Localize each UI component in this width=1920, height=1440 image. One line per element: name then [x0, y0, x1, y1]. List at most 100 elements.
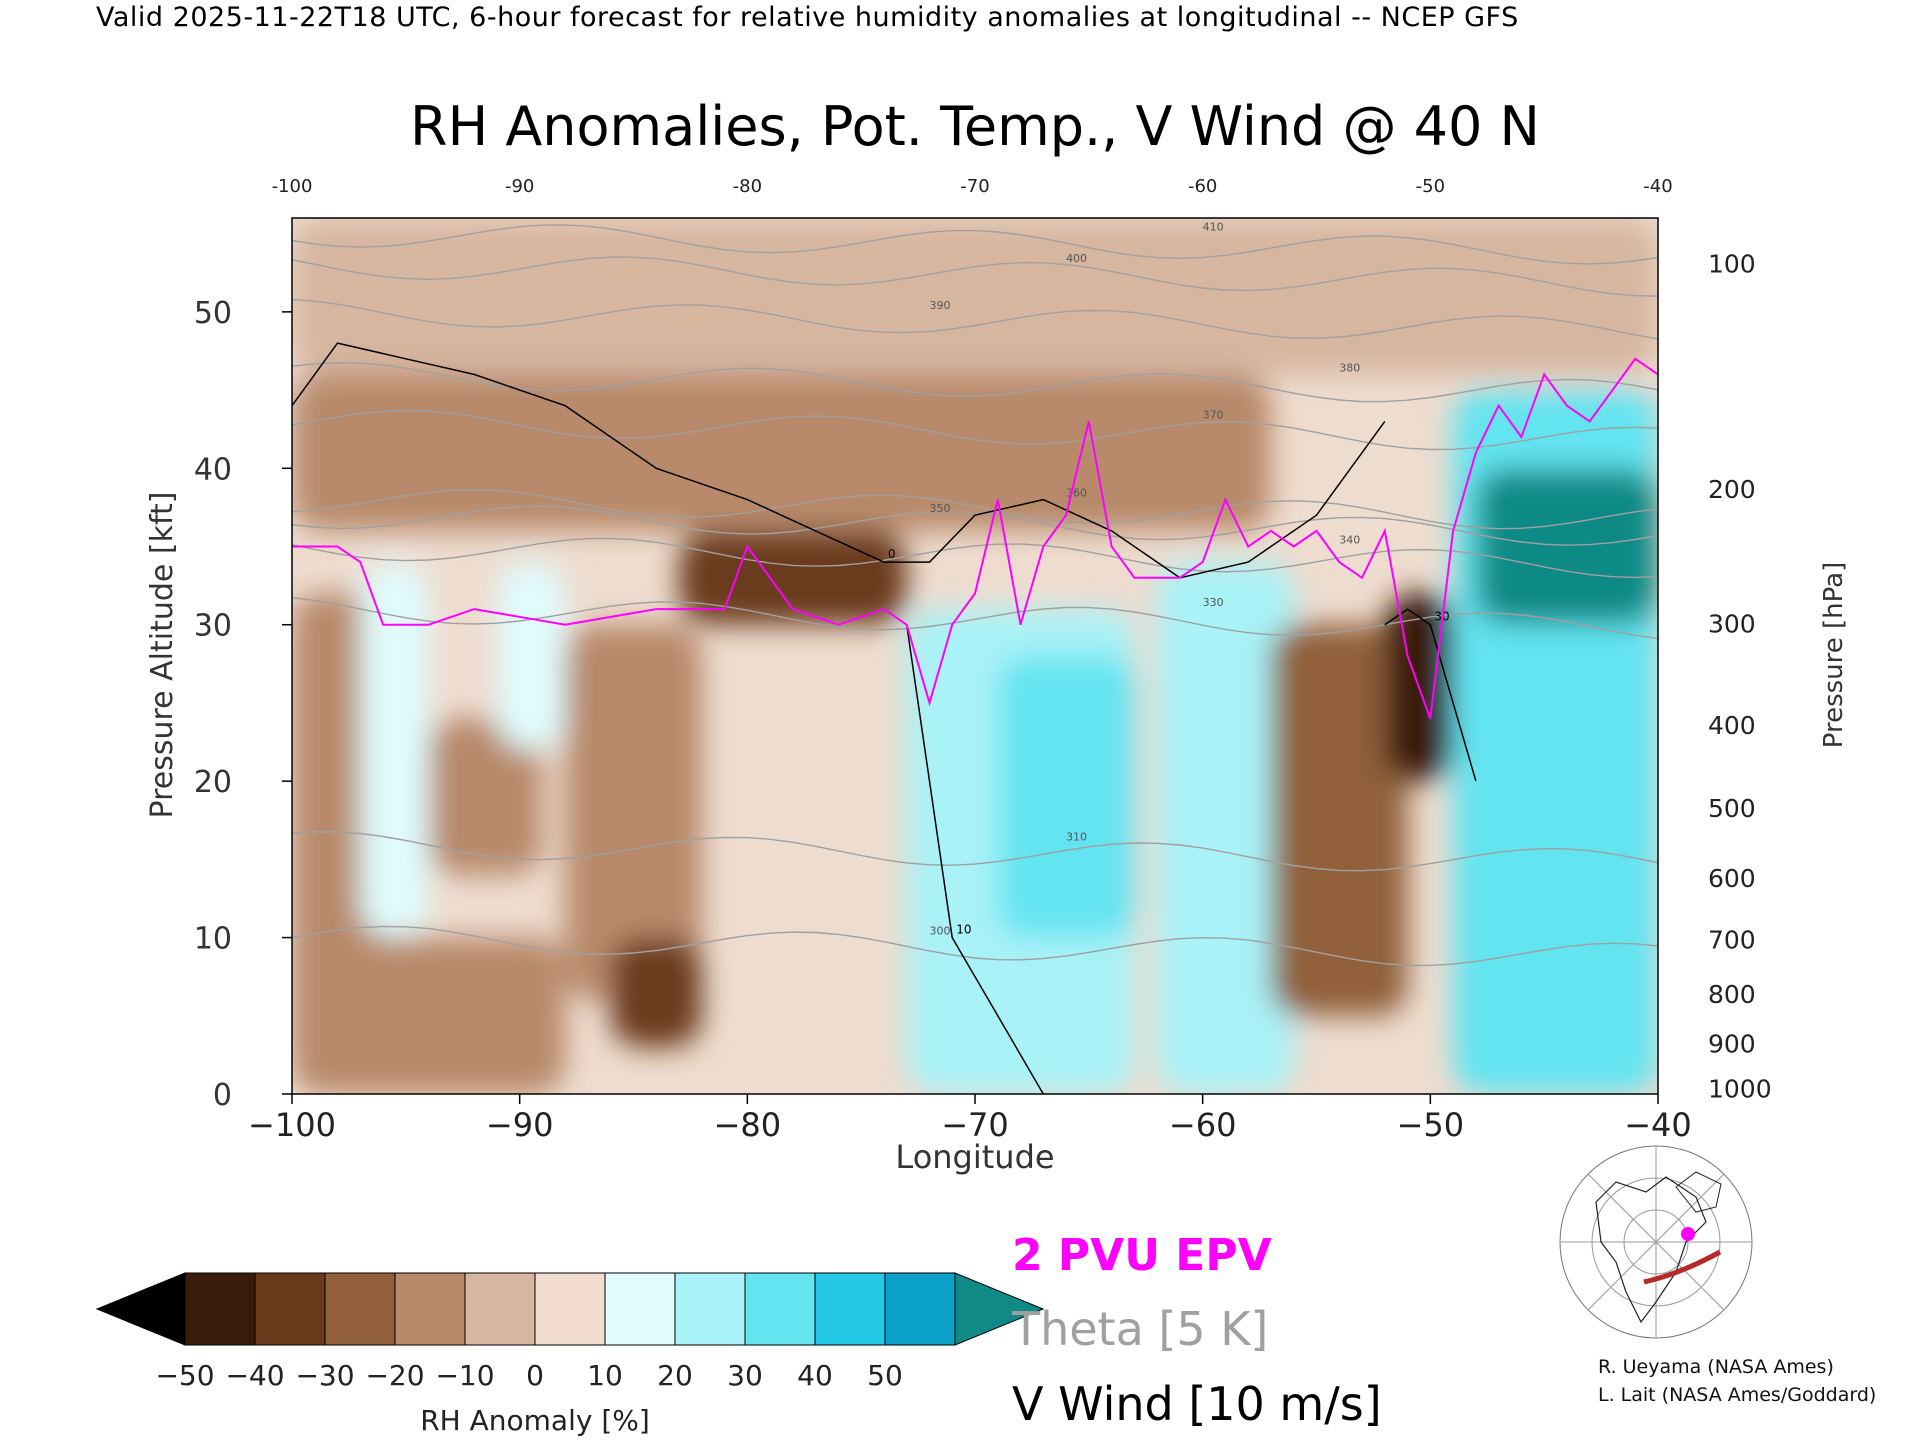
colorbar-over-arrow: [954, 1272, 1045, 1346]
top-x-tick-label: -40: [1643, 176, 1672, 197]
rh-anomaly-cell-2: [428, 718, 543, 875]
x-tick-label: −60: [1169, 1106, 1237, 1144]
colorbar-tick-label: 10: [587, 1359, 623, 1392]
colorbar-tick-label: −10: [435, 1359, 494, 1392]
colorbar-swatch: [184, 1272, 256, 1346]
rh-anomaly-cell-5: [610, 937, 702, 1048]
theta-contour-label: 340: [1339, 534, 1360, 547]
x-tick-label: −80: [714, 1106, 782, 1144]
colorbar-tick-label: 30: [727, 1359, 763, 1392]
theta-contour-label: 360: [1066, 487, 1087, 500]
theta-contour-340: [292, 537, 1658, 579]
theta-contour-360: [292, 488, 1658, 530]
pressure-tick-label: 100: [1708, 250, 1756, 279]
pressure-tick-label: 700: [1708, 925, 1756, 954]
rh-anomaly-cell-16: [292, 374, 1271, 531]
colorbar-swatch: [534, 1272, 606, 1346]
pressure-tick-label: 900: [1708, 1029, 1756, 1058]
credit-line-1: R. Ueyama (NASA Ames): [1598, 1356, 1834, 1378]
theta-contour-label: 400: [1066, 252, 1087, 265]
pressure-tick-label: 800: [1708, 980, 1756, 1009]
pressure-axis-label: Pressure [hPa]: [1819, 562, 1849, 749]
theta-contour-310: [292, 831, 1658, 872]
x-tick-label: −100: [248, 1106, 336, 1144]
rh-anomaly-cell-17: [292, 218, 1658, 375]
top-x-tick-label: -70: [960, 176, 989, 197]
pressure-tick-label: 1000: [1708, 1074, 1772, 1103]
locator-map: [1559, 1145, 1753, 1339]
rh-anomaly-cell-3: [496, 562, 566, 750]
y-tick-label: 30: [194, 609, 232, 644]
x-tick-label: −40: [1624, 1106, 1692, 1144]
top-x-tick-label: -80: [733, 176, 762, 197]
theta-contour-300: [292, 925, 1658, 967]
rh-anomaly-cell-1: [360, 562, 429, 938]
x-axis-label: Longitude: [895, 1138, 1054, 1176]
colorbar-tick-label: −20: [365, 1359, 424, 1392]
colorbar: −50 −40 −30 −20 −10 0 10 20 30 40 50: [95, 1272, 1045, 1392]
colorbar-swatch: [464, 1272, 536, 1346]
top-x-tick-label: -100: [272, 176, 313, 197]
x-tick-label: −90: [486, 1106, 554, 1144]
theta-contour-410: [292, 224, 1658, 265]
top-x-tick-label: -90: [505, 176, 534, 197]
pressure-tick-label: 600: [1708, 864, 1756, 893]
colorbar-swatch: [744, 1272, 816, 1346]
colorbar-tick-label: 50: [867, 1359, 903, 1392]
v-wind-contour-label: 0: [888, 547, 896, 561]
theta-contour-label: 410: [1203, 221, 1224, 234]
theta-contour-350: [292, 505, 1658, 546]
legend-v-wind: V Wind [10 m/s]: [1012, 1377, 1382, 1431]
y-axis-label: Pressure Altitude [kft]: [145, 492, 180, 819]
x-axis: −100 −90 −80 −70 −60 −50 −40: [248, 1094, 1692, 1144]
theta-contour-label: 370: [1203, 408, 1224, 421]
theta-contour-330: [292, 597, 1658, 640]
rh-anomaly-cell-7: [292, 937, 566, 1094]
colorbar-tick-label: 40: [797, 1359, 833, 1392]
colorbar-swatch: [324, 1272, 396, 1346]
pressure-tick-label: 200: [1708, 475, 1756, 504]
x-tick-label: −70: [941, 1106, 1009, 1144]
legend-theta: Theta [5 K]: [1011, 1302, 1268, 1356]
colorbar-tick-label: −50: [155, 1359, 214, 1392]
theta-contour-370: [292, 409, 1658, 451]
epv-2pvu-line: [292, 357, 1658, 719]
theta-contour-390: [292, 298, 1658, 340]
colorbar-tick-label: −40: [225, 1359, 284, 1392]
colorbar-swatch: [884, 1272, 956, 1346]
rh-anomaly-cell-4: [565, 624, 702, 1001]
v-wind-contour-10: [905, 624, 1044, 1094]
colorbar-label: RH Anomaly [%]: [420, 1404, 650, 1437]
rh-anomaly-cell-11: [1157, 562, 1294, 1094]
colorbar-swatch: [394, 1272, 466, 1346]
chart-title: RH Anomalies, Pot. Temp., V Wind @ 40 N: [410, 95, 1540, 158]
y-tick-label: 50: [194, 296, 232, 331]
y-tick-label: 10: [194, 922, 232, 957]
rh-anomaly-cell-15: [1475, 468, 1658, 625]
pressure-tick-label: 500: [1708, 794, 1756, 823]
x-tick-label: −50: [1397, 1106, 1465, 1144]
valid-time-header: Valid 2025-11-22T18 UTC, 6-hour forecast…: [96, 2, 1519, 33]
rh-anomaly-cell-12: [1270, 624, 1408, 1016]
colorbar-swatch: [674, 1272, 746, 1346]
colorbar-under-arrow: [95, 1272, 186, 1346]
theta-contour-label: 380: [1339, 361, 1360, 374]
y-axis: 0 10 20 30 40 50: [194, 296, 292, 1113]
theta-contour-380: [292, 361, 1658, 403]
pressure-axis: 100 200 300 400 500 600 700 800 900 1000: [1708, 250, 1772, 1104]
colorbar-swatch: [814, 1272, 886, 1346]
v-wind-contour-label: 10: [956, 923, 971, 937]
legend-epv: 2 PVU EPV: [1012, 1230, 1272, 1281]
v-wind-contour-0: [292, 342, 1386, 579]
theta-contour-400: [292, 256, 1658, 297]
top-x-tick-label: -60: [1188, 176, 1217, 197]
y-tick-label: 0: [213, 1078, 232, 1113]
y-tick-label: 40: [194, 452, 232, 487]
y-tick-label: 20: [194, 765, 232, 800]
rh-anomaly-cell-8: [679, 530, 907, 625]
theta-contour-label: 330: [1203, 596, 1224, 609]
colorbar-tick-label: 20: [657, 1359, 693, 1392]
theta-contour-label: 310: [1066, 831, 1087, 844]
